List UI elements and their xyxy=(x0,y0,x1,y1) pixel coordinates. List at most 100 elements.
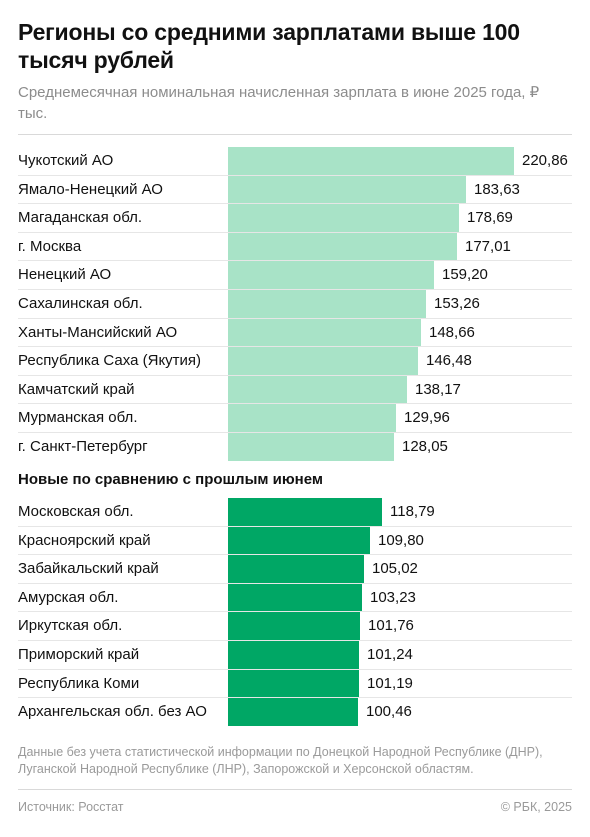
bar xyxy=(228,555,364,584)
row-separator xyxy=(18,432,572,433)
category-label: Ямало-Ненецкий АО xyxy=(18,180,163,198)
bar-row: Республика Саха (Якутия) 146,48 xyxy=(18,347,572,376)
section-label-new: Новые по сравнению с прошлым июнем xyxy=(18,471,323,488)
value-label: 101,76 xyxy=(368,617,414,635)
bar xyxy=(228,261,434,290)
category-label: Республика Коми xyxy=(18,674,140,692)
bar xyxy=(228,669,359,698)
value-label: 220,86 xyxy=(522,152,568,169)
category-label: Красноярский край xyxy=(18,531,151,549)
bar xyxy=(228,375,407,404)
bar xyxy=(228,175,466,204)
bar-row: Московская обл. 118,79 xyxy=(18,498,572,526)
value-label: 128,05 xyxy=(402,438,448,455)
bar-row: Магаданская обл. 178,69 xyxy=(18,204,572,233)
category-label: Ханты-Мансийский АО xyxy=(18,323,178,341)
chart-title: Регионы со средними зарплатами выше 100 … xyxy=(18,19,520,73)
row-separator xyxy=(18,174,572,176)
chart-subtitle: Среднемесячная номинальная начисленная з… xyxy=(18,84,540,122)
bar xyxy=(228,526,370,555)
row-separator xyxy=(18,317,572,319)
bar xyxy=(228,498,382,526)
bar-row: Ненецкий АО 159,20 xyxy=(18,261,572,290)
value-label: 146,48 xyxy=(426,352,472,370)
row-separator xyxy=(18,640,572,641)
category-label: Иркутская обл. xyxy=(18,617,123,635)
row-separator xyxy=(18,668,572,670)
bar-row: Республика Коми 101,19 xyxy=(18,669,572,698)
category-label: Забайкальский край xyxy=(18,560,159,578)
row-separator xyxy=(18,260,572,262)
bar xyxy=(228,347,418,376)
value-label: 118,79 xyxy=(390,503,435,520)
value-label: 101,24 xyxy=(367,646,413,663)
bar-row: Приморский край 101,24 xyxy=(18,641,572,669)
bar-row: Архангельская обл. без АО 100,46 xyxy=(18,698,572,727)
copyright-label: © РБК, 2025 xyxy=(500,800,572,814)
source-label: Источник: Росстат xyxy=(18,800,124,814)
value-label: 109,80 xyxy=(378,531,424,549)
row-separator xyxy=(18,525,572,527)
category-label: Амурская обл. xyxy=(18,588,119,606)
bar-row: Чукотский АО 220,86 xyxy=(18,147,572,175)
bar-row: г. Санкт-Петербург 128,05 xyxy=(18,433,572,461)
row-separator xyxy=(18,697,572,699)
row-separator xyxy=(18,231,572,233)
bar-row: Мурманская обл. 129,96 xyxy=(18,404,572,433)
bar xyxy=(228,612,360,641)
bar xyxy=(228,204,459,233)
category-label: Чукотский АО xyxy=(18,152,114,169)
bar-row: Сахалинская обл. 153,26 xyxy=(18,290,572,318)
category-label: Камчатский край xyxy=(18,380,135,398)
value-label: 100,46 xyxy=(366,703,412,721)
value-label: 105,02 xyxy=(372,560,418,578)
bar-row: Ханты-Мансийский АО 148,66 xyxy=(18,318,572,347)
value-label: 178,69 xyxy=(467,209,513,227)
category-label: Магаданская обл. xyxy=(18,209,143,227)
value-label: 138,17 xyxy=(415,380,461,398)
bar xyxy=(228,698,358,727)
value-label: 101,19 xyxy=(367,674,413,692)
row-separator xyxy=(18,203,572,205)
value-label: 177,01 xyxy=(465,237,511,255)
row-separator xyxy=(18,403,572,405)
bar xyxy=(228,290,426,318)
bar xyxy=(228,404,396,433)
value-label: 153,26 xyxy=(434,295,480,312)
value-label: 159,20 xyxy=(442,266,488,284)
category-label: г. Санкт-Петербург xyxy=(18,438,148,455)
bar-row: Ямало-Ненецкий АО 183,63 xyxy=(18,175,572,204)
category-label: Мурманская обл. xyxy=(18,409,138,427)
bar-row: Камчатский край 138,17 xyxy=(18,375,572,404)
bar-row: Иркутская обл. 101,76 xyxy=(18,612,572,641)
bar-row: г. Москва 177,01 xyxy=(18,232,572,261)
category-label: Республика Саха (Якутия) xyxy=(18,352,202,370)
row-separator xyxy=(18,346,572,348)
top-divider xyxy=(18,134,572,135)
category-label: Сахалинская обл. xyxy=(18,295,143,312)
bar xyxy=(228,641,359,669)
bar xyxy=(228,318,421,347)
category-label: г. Москва xyxy=(18,237,82,255)
value-label: 183,63 xyxy=(474,180,520,198)
category-label: Московская обл. xyxy=(18,503,134,520)
category-label: Приморский край xyxy=(18,646,140,663)
value-label: 129,96 xyxy=(404,409,450,427)
bar xyxy=(228,583,362,612)
category-label: Ненецкий АО xyxy=(18,266,112,284)
footnote: Данные без учета статистической информац… xyxy=(18,745,543,776)
bar xyxy=(228,232,457,261)
row-separator xyxy=(18,554,572,556)
bar-row: Красноярский край 109,80 xyxy=(18,526,572,555)
value-label: 148,66 xyxy=(429,323,475,341)
bar xyxy=(228,147,514,175)
value-label: 103,23 xyxy=(370,588,416,606)
bar xyxy=(228,433,394,461)
bar-row: Забайкальский край 105,02 xyxy=(18,555,572,584)
category-label: Архангельская обл. без АО xyxy=(18,703,207,721)
footer-divider xyxy=(18,789,572,790)
row-separator xyxy=(18,289,572,290)
row-separator xyxy=(18,582,572,584)
bar-row: Амурская обл. 103,23 xyxy=(18,583,572,612)
row-separator xyxy=(18,611,572,613)
